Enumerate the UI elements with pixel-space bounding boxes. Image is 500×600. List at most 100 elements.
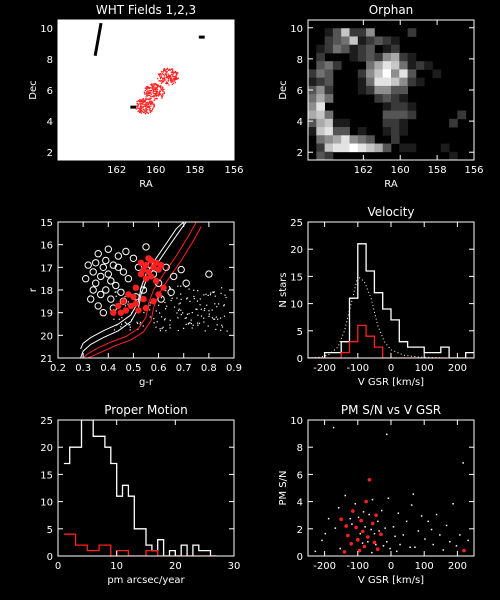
plot-frame <box>57 419 235 557</box>
candidate-star-circle <box>102 286 110 294</box>
density-cell <box>407 102 417 111</box>
field-star-point <box>162 71 164 73</box>
field-star-point <box>154 94 157 96</box>
field-star-point <box>152 83 154 85</box>
field-star-point <box>163 79 165 81</box>
field-star-dot <box>189 322 191 324</box>
density-cell <box>324 127 334 136</box>
star-point <box>361 542 364 544</box>
field-star-dot <box>113 329 116 331</box>
field-star-dot <box>178 303 180 305</box>
y-tick-label: 6 <box>297 470 303 481</box>
candidate-star-circle <box>97 290 105 299</box>
field-star-point <box>141 111 144 113</box>
field-star-point <box>149 109 151 111</box>
y-tick-label: 17 <box>40 263 53 274</box>
x-tick-label: 200 <box>448 363 467 374</box>
density-cell <box>366 85 375 95</box>
field-star-point <box>149 97 151 99</box>
star-point <box>442 549 444 551</box>
field-star-point <box>157 77 159 80</box>
field-star-point <box>149 101 151 103</box>
density-cell <box>407 28 417 37</box>
field-star-point <box>148 91 150 93</box>
star-point <box>373 532 376 535</box>
density-cell <box>332 135 342 144</box>
density-cell <box>366 135 375 144</box>
field-star-dot <box>173 306 176 308</box>
y-tick-label: 15 <box>290 272 303 283</box>
density-cell <box>324 61 334 70</box>
density-cell <box>316 52 325 62</box>
field-star-point <box>144 87 146 89</box>
field-star-dot <box>199 304 201 306</box>
field-star-dot <box>211 309 213 311</box>
field-star-dot <box>208 315 210 317</box>
density-cell <box>366 143 375 153</box>
field-star-point <box>163 70 165 72</box>
field-star-dot <box>216 306 218 308</box>
y-tick-label: 8 <box>297 55 303 66</box>
field-star-dot <box>185 323 187 325</box>
field-star-point <box>139 101 141 103</box>
field-star-point <box>157 95 159 97</box>
star-point <box>370 528 372 531</box>
field-star-point <box>156 97 158 99</box>
field-star-point <box>176 77 178 80</box>
plot-area-orphan <box>308 28 467 160</box>
density-cell <box>374 52 384 62</box>
field-star-point <box>158 91 160 93</box>
field-star-point <box>136 100 138 103</box>
member-star-point <box>125 291 132 298</box>
field-star-point <box>149 94 151 97</box>
density-cell <box>366 36 375 46</box>
star-point <box>402 534 405 536</box>
histogram-series-0 <box>308 243 474 358</box>
field-star-point <box>151 110 153 112</box>
field-star-point <box>147 109 149 111</box>
density-cell <box>374 85 384 95</box>
field-star-dot <box>158 304 160 306</box>
x-tick-label: 20 <box>169 561 182 572</box>
field-star-dot <box>191 312 193 314</box>
field-star-point <box>146 94 148 96</box>
field-star-point <box>147 92 149 94</box>
field-star-point <box>139 111 141 113</box>
field-star-point <box>161 73 164 75</box>
candidate-star-circle <box>205 270 213 278</box>
field-star-point <box>162 73 165 76</box>
field-star-dot <box>124 321 126 323</box>
member-star-point <box>132 300 140 307</box>
field-star-dot <box>206 304 208 306</box>
density-cell <box>308 102 317 111</box>
field-star-point <box>140 100 142 102</box>
field-star-dot <box>118 318 120 320</box>
field-star-dot <box>124 305 127 307</box>
field-star-dot <box>216 324 218 326</box>
candidate-star-circle <box>177 265 185 274</box>
density-cell <box>316 94 325 103</box>
density-cell <box>374 69 384 79</box>
field-star-point <box>152 103 154 105</box>
member-star-point <box>142 275 150 282</box>
candidate-star-circle <box>129 254 138 262</box>
field-star-point <box>171 81 174 83</box>
field-star-point <box>153 95 156 97</box>
field-star-point <box>146 95 149 97</box>
field-star-dot <box>170 299 172 302</box>
field-star-point <box>147 101 149 103</box>
field-star-point <box>144 89 147 92</box>
density-cell <box>332 61 342 70</box>
field-star-point <box>148 107 150 109</box>
field-star-point <box>172 82 175 85</box>
field-star-dot <box>223 304 225 306</box>
star-point <box>412 493 415 495</box>
field-star-point <box>167 80 169 82</box>
field-star-point <box>143 109 145 111</box>
y-tick-label: 6 <box>47 86 53 97</box>
density-cell <box>382 94 392 103</box>
field-star-dot <box>160 297 162 299</box>
density-cell <box>391 102 400 111</box>
member-star-point <box>375 547 380 551</box>
